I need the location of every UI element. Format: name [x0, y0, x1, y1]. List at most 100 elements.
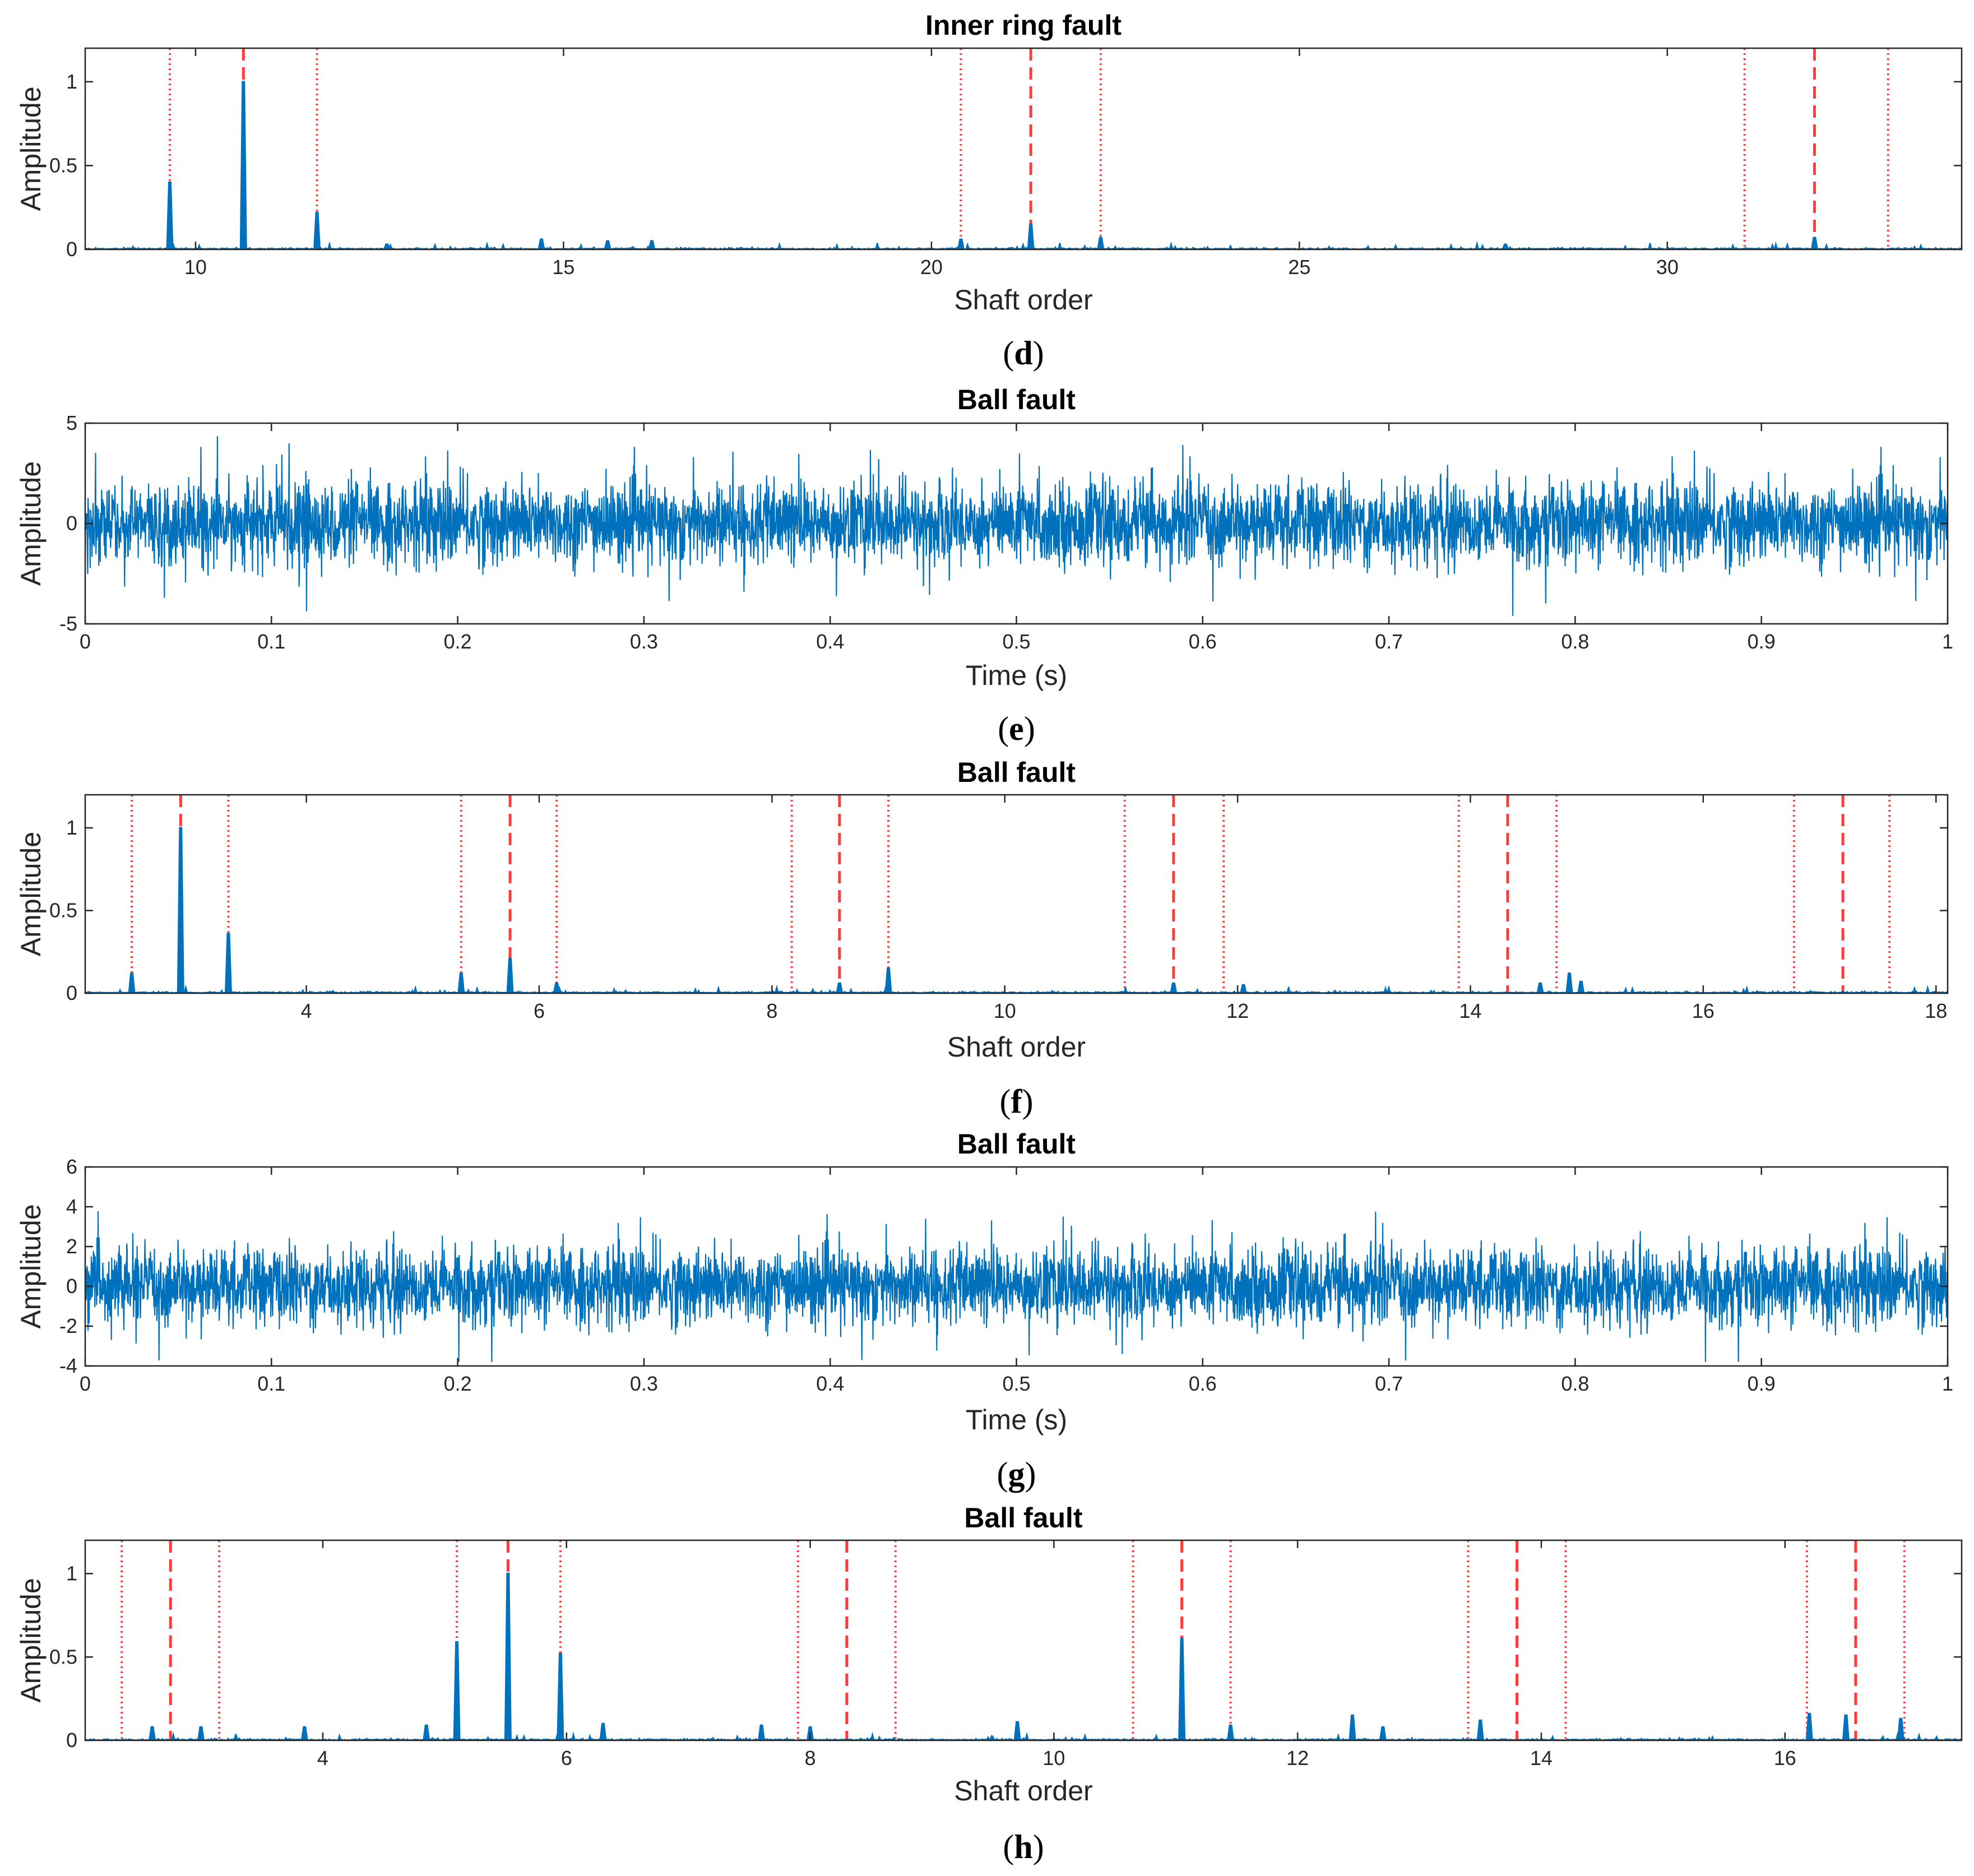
spectrum-bump [1623, 986, 1628, 993]
y-tick-label: 0.5 [49, 154, 77, 177]
caption-close-paren: ) [1022, 1083, 1033, 1120]
y-tick-label: 6 [66, 1155, 77, 1178]
spectrum-peak-5 [604, 240, 611, 249]
spectrum-bump [1057, 243, 1062, 249]
panel-caption: (h) [1003, 1828, 1044, 1865]
chart-title: Inner ring fault [925, 10, 1122, 41]
spectrum-bump [1623, 244, 1628, 249]
x-tick-label: 0.4 [816, 630, 844, 653]
spectrum-peak-7 [884, 967, 892, 993]
spectrum-peak-0 [166, 181, 174, 249]
spectrum-bump [1770, 242, 1775, 249]
spectrum-bump [623, 989, 628, 993]
spectrum-bump [1169, 241, 1174, 249]
spectrum-bump [171, 1731, 176, 1740]
panel-h: 4 6 8 10 12 14 16 0 0.5 1 Ball fault Shaft order Amp… [15, 1502, 1963, 1865]
spectrum-peak-17 [1842, 1714, 1850, 1740]
caption-letter: f [1011, 1083, 1023, 1120]
spectrum-bump [693, 987, 698, 993]
x-axis-label: Shaft order [954, 1775, 1092, 1806]
spectrum-peak-1 [177, 827, 184, 993]
spectrum-bump [1014, 245, 1020, 249]
spectrum-bump [1550, 1734, 1555, 1740]
spectrum-bump [870, 1731, 875, 1740]
y-tick-label: 0 [66, 981, 77, 1004]
spectrum-bump [1021, 242, 1026, 249]
spectrum-peak-9 [1097, 237, 1105, 249]
y-tick-label: 0 [66, 1275, 77, 1298]
spectrum-peak-11 [1178, 1638, 1186, 1740]
spectrum-bump [1228, 244, 1233, 249]
spectrum-bump [1912, 245, 1917, 249]
plot-area [85, 1211, 1948, 1362]
y-tick-label: 1 [66, 70, 77, 93]
y-tick-label: 0 [66, 238, 77, 261]
spectrum-bump [515, 1734, 520, 1740]
chart-title: Ball fault [957, 384, 1076, 415]
y-tick-label: 0 [66, 1729, 77, 1752]
x-tick-label: 0.9 [1748, 1372, 1776, 1395]
spectrum-bump [849, 987, 854, 993]
axes-frame [84, 1539, 1963, 1741]
spectrum-bump [877, 1735, 882, 1740]
spectrum-bump [1082, 1733, 1087, 1740]
caption-open-paren: ( [1003, 335, 1014, 372]
signal-trace [85, 436, 1948, 616]
x-tick-label: 16 [1774, 1747, 1796, 1770]
spectrum-bump [965, 242, 970, 249]
spectrum-bump [1917, 1732, 1921, 1740]
x-tick-label: 6 [534, 999, 545, 1022]
spectrum-bump [1383, 985, 1388, 993]
spectrum-peak-5 [553, 982, 560, 993]
panel-caption: (g) [997, 1456, 1036, 1493]
spectrum-bump [438, 989, 442, 993]
spectrum-bump [611, 986, 617, 993]
spectrum-bump [521, 1734, 526, 1740]
spectrum-bump [1744, 985, 1749, 993]
y-tick-label: 0 [66, 512, 77, 535]
spectrum-peak-3 [423, 1724, 430, 1740]
spectrum-bump [1333, 989, 1337, 993]
y-tick-label: 1 [66, 1562, 77, 1585]
y-tick-label: -5 [59, 612, 77, 635]
spectrum-bump [327, 241, 332, 249]
spectrum-bump [233, 1734, 238, 1740]
x-tick-label: 0.6 [1189, 1372, 1217, 1395]
x-tick-label: 0.2 [444, 1372, 472, 1395]
spectrum-peak-1 [197, 1726, 205, 1740]
spectrum-peak-4 [506, 957, 514, 993]
spectrum-peak-8 [1170, 982, 1178, 993]
spectrum-peak-14 [1379, 1726, 1387, 1740]
x-tick-label: 4 [317, 1747, 328, 1770]
plot-background [85, 1540, 1962, 1740]
x-tick-label: 14 [1459, 999, 1481, 1022]
spectrum-bump [587, 1734, 592, 1740]
plot-area [85, 436, 1948, 616]
x-tick-label: 0.5 [1002, 630, 1030, 653]
spectrum-bump [716, 985, 721, 993]
spectrum-bump [1448, 243, 1453, 249]
spectrum-peak-7 [957, 238, 965, 249]
x-tick-label: 1 [1942, 630, 1953, 653]
y-tick-label: 4 [66, 1195, 77, 1218]
x-tick-label: 20 [920, 256, 943, 279]
axes-frame [84, 47, 1963, 251]
x-tick-label: 0.8 [1561, 1372, 1589, 1395]
spectrum-peak-8 [758, 1724, 766, 1740]
caption-open-paren: ( [997, 1456, 1008, 1493]
spectrum-peak-0 [149, 1726, 156, 1740]
panel-caption: (d) [1003, 335, 1044, 372]
x-tick-label: 0.4 [816, 1372, 844, 1395]
spectrum-peak-10 [1502, 243, 1509, 249]
spectrum-peak-6 [557, 1652, 564, 1740]
x-tick-label: 0.2 [444, 630, 472, 653]
x-tick-label: 12 [1226, 999, 1249, 1022]
x-tick-label: 0.7 [1375, 1372, 1403, 1395]
spectrum-bump [875, 242, 880, 249]
x-tick-label: 0.8 [1561, 630, 1589, 653]
spectrum-bump [1647, 243, 1652, 249]
chart-title: Ball fault [957, 1128, 1076, 1160]
y-axis-label: Amplitude [15, 1204, 47, 1328]
